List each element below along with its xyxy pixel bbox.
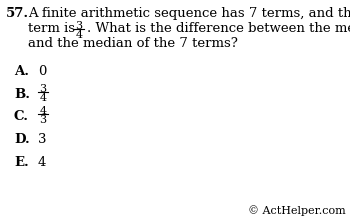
Text: A.: A. (14, 65, 29, 78)
Text: A finite arithmetic sequence has 7 terms, and the first: A finite arithmetic sequence has 7 terms… (28, 7, 350, 20)
Text: B.: B. (14, 88, 30, 101)
Text: 4: 4 (76, 30, 83, 40)
Text: 57.: 57. (6, 7, 29, 20)
Text: 3: 3 (40, 84, 47, 93)
Text: C.: C. (14, 110, 29, 123)
Text: © ActHelper.com: © ActHelper.com (248, 205, 346, 216)
Text: 0: 0 (38, 65, 46, 78)
Text: 4: 4 (38, 156, 46, 169)
Text: and the median of the 7 terms?: and the median of the 7 terms? (28, 37, 238, 50)
Text: . What is the difference between the mean: . What is the difference between the mea… (87, 22, 350, 35)
Text: D.: D. (14, 133, 30, 146)
Text: 4: 4 (40, 106, 47, 116)
Text: 3: 3 (40, 115, 47, 125)
Text: E.: E. (14, 156, 29, 169)
Text: 4: 4 (40, 93, 47, 103)
Text: term is: term is (28, 22, 79, 35)
Text: 3: 3 (38, 133, 47, 146)
Text: 3: 3 (76, 21, 83, 31)
